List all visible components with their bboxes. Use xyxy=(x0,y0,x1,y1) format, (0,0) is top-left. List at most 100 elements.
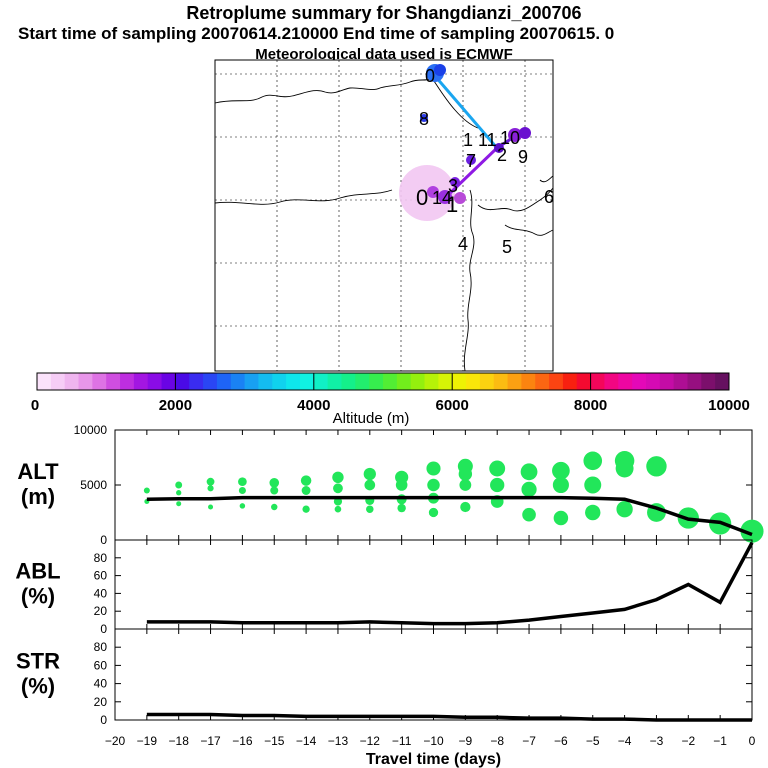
x-tick-label: −5 xyxy=(586,734,600,748)
time-series-panels: 0500010000ALT(m)020406080ABL(%)020406080… xyxy=(15,423,764,768)
traj-label: 10 xyxy=(500,128,520,148)
alt-marker xyxy=(583,451,603,471)
traj-label: 1 xyxy=(446,192,458,217)
colorbar-swatch xyxy=(701,373,716,390)
trajectory-map: 0 8 1 11 10 2 9 7 3 0 1 14 4 5 6 xyxy=(214,59,554,372)
panel-ylabel: (m) xyxy=(21,484,55,509)
trajectory-point xyxy=(438,190,452,204)
y-tick-label: 0 xyxy=(100,713,107,727)
x-tick-label: −6 xyxy=(554,734,568,748)
colorbar-tick-label: 0 xyxy=(31,397,39,414)
alt-marker xyxy=(397,503,406,513)
trajectory-point xyxy=(450,177,460,187)
y-tick-label: 60 xyxy=(94,569,108,583)
colorbar-swatch xyxy=(687,373,702,390)
colorbar-swatch xyxy=(715,373,730,390)
colorbar-swatch xyxy=(37,373,52,390)
panel-ylabel: ALT xyxy=(17,459,59,484)
colorbar-swatch xyxy=(189,373,204,390)
colorbar-swatch xyxy=(438,373,453,390)
alt-marker xyxy=(458,467,473,481)
colorbar-frame xyxy=(36,372,730,391)
colorbar-swatch xyxy=(286,373,301,390)
panel-abl: 0 20 40 60 80 ABL(%) xyxy=(15,539,754,636)
colorbar-tick-label: 2000 xyxy=(159,397,192,414)
alt-marker xyxy=(207,485,214,492)
alt-marker xyxy=(302,505,310,513)
alt-marker xyxy=(332,471,344,483)
colorbar-swatch xyxy=(466,373,481,390)
altitude-colorbar: 0 2000 4000 6000 8000 10000 xyxy=(31,372,750,414)
colorbar-swatch xyxy=(424,373,439,390)
map-frame xyxy=(214,59,554,372)
colorbar-swatch xyxy=(673,373,688,390)
x-tick-label: −20 xyxy=(105,734,126,748)
x-tick-label: −9 xyxy=(459,734,473,748)
colorbar-swatch xyxy=(535,373,550,390)
colorbar-swatch xyxy=(161,373,176,390)
alt-marker xyxy=(616,501,633,518)
colorbar-swatch xyxy=(147,373,163,390)
x-tick-label: −8 xyxy=(490,734,504,748)
colorbar-swatch xyxy=(175,373,190,390)
trajectory-point xyxy=(434,64,446,76)
traj-label: 8 xyxy=(419,109,429,129)
x-tick-label: −2 xyxy=(681,734,695,748)
alt-marker xyxy=(615,459,634,478)
panel-ylabel: (%) xyxy=(21,674,55,699)
alt-marker xyxy=(459,479,472,491)
alt-marker xyxy=(366,505,374,513)
y-tick-label: 0 xyxy=(100,622,107,636)
trajectory-point xyxy=(420,114,428,122)
trajectory-point xyxy=(466,155,476,165)
series-line-abl xyxy=(146,541,754,626)
colorbar-swatch xyxy=(645,373,661,390)
coastlines xyxy=(214,77,554,372)
colorbar-swatch xyxy=(327,373,342,390)
y-tick-label: 40 xyxy=(94,586,108,600)
trajectory-labels: 0 8 1 11 10 2 9 7 3 0 1 14 4 5 6 xyxy=(416,66,554,257)
alt-marker xyxy=(333,497,343,506)
traj-label: 0 xyxy=(416,185,428,210)
alt-marker xyxy=(364,479,376,491)
alt-marker xyxy=(552,476,569,494)
alt-marker xyxy=(584,476,602,494)
plume-release-area xyxy=(399,165,455,221)
colorbar-swatch xyxy=(507,373,522,390)
traj-label: 7 xyxy=(466,151,476,171)
panel-ylabel: (%) xyxy=(21,584,55,609)
colorbar-swatch xyxy=(64,373,80,390)
x-tick-label: −3 xyxy=(650,734,664,748)
y-tick-label: 5000 xyxy=(80,478,107,492)
colorbar-swatch xyxy=(549,373,564,390)
traj-label: 3 xyxy=(448,176,458,196)
alt-marker xyxy=(176,501,182,507)
alt-marker xyxy=(520,463,538,481)
alt-marker xyxy=(176,490,182,496)
trajectory-point xyxy=(494,143,504,153)
chart-title: Retroplume summary for Shangdianzi_20070… xyxy=(186,3,582,23)
colorbar-swatch xyxy=(479,373,495,390)
colorbar-swatch xyxy=(313,373,329,390)
alt-marker xyxy=(208,504,214,510)
x-tick-label: −15 xyxy=(264,734,285,748)
colorbar-swatch xyxy=(244,373,259,390)
colorbar-swatch xyxy=(452,373,467,390)
colorbar-tick-label: 10000 xyxy=(708,397,750,414)
colorbar-swatch xyxy=(632,373,647,390)
colorbar-swatch xyxy=(562,373,578,390)
alt-marker xyxy=(553,510,569,526)
panel-ylabel: ABL xyxy=(15,559,60,584)
x-tick-label: −11 xyxy=(392,734,412,748)
x-tick-label: −10 xyxy=(423,734,444,748)
traj-label: 14 xyxy=(432,188,452,208)
colorbar-label: Altitude (m) xyxy=(333,410,410,427)
x-tick-label: 0 xyxy=(749,734,756,748)
alt-marker xyxy=(426,461,441,476)
alt-marker xyxy=(646,456,667,477)
y-tick-label: 40 xyxy=(94,677,108,691)
y-tick-label: 10000 xyxy=(74,423,108,437)
colorbar-swatch xyxy=(521,373,536,390)
colorbar-swatch xyxy=(410,373,426,390)
